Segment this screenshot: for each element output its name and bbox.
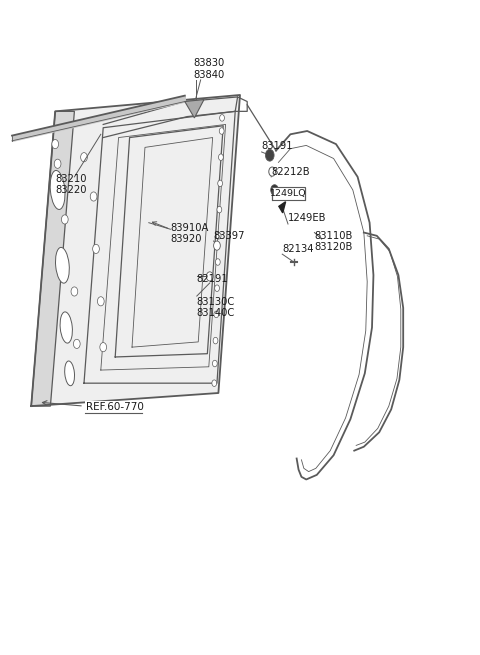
Text: 83110B
83120B: 83110B 83120B	[314, 231, 353, 252]
Text: REF.60-770: REF.60-770	[86, 402, 144, 413]
Polygon shape	[31, 111, 74, 406]
Text: 83210
83220: 83210 83220	[55, 174, 87, 195]
Polygon shape	[31, 95, 240, 406]
Circle shape	[213, 360, 217, 367]
Polygon shape	[279, 202, 286, 213]
Circle shape	[269, 167, 276, 176]
Circle shape	[271, 185, 278, 195]
Circle shape	[212, 380, 216, 386]
Circle shape	[265, 149, 274, 161]
Circle shape	[52, 140, 59, 149]
Circle shape	[220, 115, 225, 121]
Circle shape	[215, 285, 219, 291]
Text: 82212B: 82212B	[271, 167, 310, 177]
FancyBboxPatch shape	[272, 187, 305, 200]
Circle shape	[100, 343, 107, 352]
Circle shape	[206, 272, 213, 281]
Circle shape	[218, 180, 223, 187]
Text: 83830
83840: 83830 83840	[193, 58, 225, 80]
Circle shape	[214, 241, 220, 250]
Text: 83191: 83191	[262, 141, 293, 151]
Ellipse shape	[50, 170, 65, 210]
Text: 82134: 82134	[282, 244, 314, 254]
Circle shape	[54, 159, 61, 168]
Circle shape	[216, 259, 220, 265]
Circle shape	[61, 215, 68, 224]
Ellipse shape	[60, 312, 72, 343]
Ellipse shape	[65, 361, 74, 386]
Circle shape	[214, 311, 219, 318]
Text: REF.60-770: REF.60-770	[86, 402, 144, 413]
Polygon shape	[185, 100, 204, 118]
Ellipse shape	[56, 248, 69, 283]
Circle shape	[97, 297, 104, 306]
Circle shape	[217, 206, 222, 213]
Circle shape	[90, 192, 97, 201]
Text: 1249LQ: 1249LQ	[270, 189, 307, 198]
Circle shape	[216, 233, 221, 239]
Text: 1249EB: 1249EB	[288, 213, 326, 223]
Circle shape	[219, 128, 224, 134]
Text: 83397: 83397	[214, 231, 245, 241]
Circle shape	[218, 154, 223, 160]
Circle shape	[213, 337, 218, 344]
Text: 83910A
83920: 83910A 83920	[170, 223, 209, 244]
Circle shape	[93, 244, 99, 253]
Circle shape	[73, 339, 80, 348]
Circle shape	[71, 287, 78, 296]
Text: 83130C
83140C: 83130C 83140C	[197, 297, 235, 318]
Text: 82191: 82191	[197, 274, 228, 284]
Circle shape	[81, 153, 87, 162]
